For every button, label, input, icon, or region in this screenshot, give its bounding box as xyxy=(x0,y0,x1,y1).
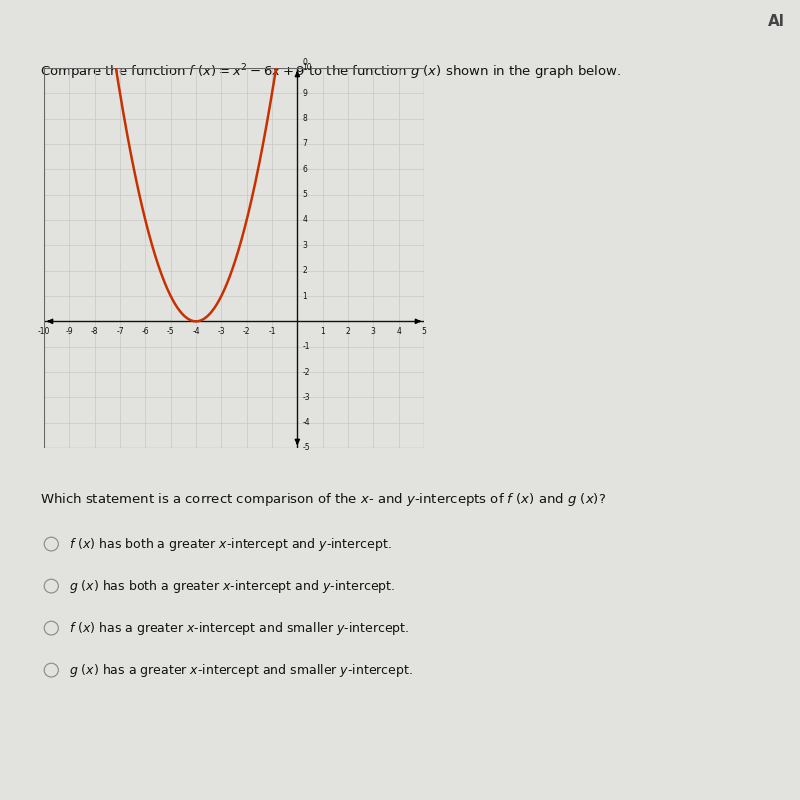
Text: 7: 7 xyxy=(302,139,307,149)
Text: -5: -5 xyxy=(167,327,174,336)
Text: -7: -7 xyxy=(116,327,124,336)
Text: Which statement is a correct comparison of the $x$- and $y$-intercepts of $f$ $(: Which statement is a correct comparison … xyxy=(39,490,606,507)
Text: -10: -10 xyxy=(38,327,50,336)
Text: -9: -9 xyxy=(66,327,73,336)
Text: 9: 9 xyxy=(302,89,307,98)
Text: -4: -4 xyxy=(302,418,310,427)
Text: -3: -3 xyxy=(218,327,225,336)
Text: 1: 1 xyxy=(320,327,325,336)
Text: Al: Al xyxy=(767,14,784,29)
Text: -1: -1 xyxy=(268,327,276,336)
Text: -3: -3 xyxy=(302,393,310,402)
Text: 5: 5 xyxy=(302,190,307,199)
Text: 1: 1 xyxy=(302,291,307,301)
Text: 10: 10 xyxy=(302,63,312,73)
Text: -6: -6 xyxy=(142,327,149,336)
Text: -4: -4 xyxy=(192,327,200,336)
Text: -8: -8 xyxy=(91,327,98,336)
Text: 5: 5 xyxy=(422,327,426,336)
Text: 4: 4 xyxy=(396,327,401,336)
Text: Compare the function $f$ $(x) = x^2 - 6x + 9$ to the function $g$ $(x)$ shown in: Compare the function $f$ $(x) = x^2 - 6x… xyxy=(39,62,621,82)
Text: 2: 2 xyxy=(302,266,307,275)
Text: -5: -5 xyxy=(302,443,310,453)
Text: 0: 0 xyxy=(302,58,307,66)
Text: 8: 8 xyxy=(302,114,307,123)
Text: $g$ $(x)$ has both a greater $x$-intercept and $y$-intercept.: $g$ $(x)$ has both a greater $x$-interce… xyxy=(70,578,395,594)
Text: -2: -2 xyxy=(243,327,250,336)
Text: 4: 4 xyxy=(302,215,307,225)
Text: 6: 6 xyxy=(302,165,307,174)
Text: $f$ $(x)$ has both a greater $x$-intercept and $y$-intercept.: $f$ $(x)$ has both a greater $x$-interce… xyxy=(70,535,392,553)
Text: -1: -1 xyxy=(302,342,310,351)
Text: 3: 3 xyxy=(371,327,376,336)
Text: -2: -2 xyxy=(302,367,310,377)
Text: 2: 2 xyxy=(346,327,350,336)
Text: $f$ $(x)$ has a greater $x$-intercept and smaller $y$-intercept.: $f$ $(x)$ has a greater $x$-intercept an… xyxy=(70,619,410,637)
Text: 3: 3 xyxy=(302,241,307,250)
Text: $g$ $(x)$ has a greater $x$-intercept and smaller $y$-intercept.: $g$ $(x)$ has a greater $x$-intercept an… xyxy=(70,662,414,678)
